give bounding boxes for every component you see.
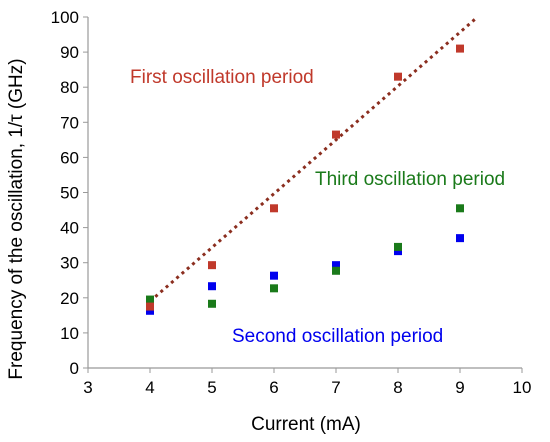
x-tick-label: 9 — [455, 378, 464, 397]
second-oscillation-period-point — [208, 282, 216, 291]
trendline — [149, 17, 477, 303]
second-oscillation-period-point — [332, 261, 340, 270]
axes — [83, 16, 523, 373]
first-oscillation-period-point — [332, 130, 340, 139]
first-oscillation-period-point — [208, 261, 216, 270]
first-period-trendline — [149, 17, 477, 303]
annotation-third-oscillation: Third oscillation period — [315, 169, 505, 190]
x-tick-label: 6 — [269, 378, 278, 397]
first-oscillation-period-point — [394, 72, 402, 81]
y-tick-label: 10 — [60, 324, 79, 343]
annotation-first-oscillation: First oscillation period — [130, 67, 314, 88]
first-oscillation-period-point — [270, 204, 278, 213]
x-tick-label: 3 — [83, 378, 92, 397]
x-tick-label: 4 — [145, 378, 154, 397]
third-oscillation-period-point — [146, 295, 154, 304]
y-tick-label: 70 — [60, 113, 79, 132]
x-tick-label: 5 — [207, 378, 216, 397]
second-oscillation-period-point — [146, 306, 154, 315]
y-tick-label: 0 — [70, 359, 79, 378]
y-tick-label: 20 — [60, 289, 79, 308]
y-tick-label: 50 — [60, 184, 79, 203]
third-oscillation-period-point — [208, 299, 216, 308]
x-tick-label: 8 — [393, 378, 402, 397]
third-oscillation-period-point — [270, 284, 278, 293]
annotations: First oscillation period Third oscillati… — [130, 67, 505, 347]
first-oscillation-period-point — [456, 44, 464, 53]
x-tick-label: 7 — [331, 378, 340, 397]
second-oscillation-period-point — [270, 271, 278, 280]
second-oscillation-period-point — [394, 247, 402, 256]
second-oscillation-period-point — [456, 234, 464, 243]
y-axis-label: Frequency of the oscillation, 1/τ (GHz) — [6, 58, 27, 379]
y-tick-label: 60 — [60, 148, 79, 167]
x-tick-label: 10 — [513, 378, 532, 397]
third-oscillation-period-point — [332, 266, 340, 275]
y-tick-label: 90 — [60, 43, 79, 62]
y-tick-label: 40 — [60, 219, 79, 238]
x-axis-label: Current (mA) — [251, 414, 361, 435]
data-points — [146, 44, 464, 315]
y-tick-label: 100 — [51, 8, 79, 27]
y-tick-label: 80 — [60, 78, 79, 97]
annotation-second-oscillation: Second oscillation period — [232, 326, 443, 347]
third-oscillation-period-point — [394, 242, 402, 251]
third-oscillation-period-point — [456, 204, 464, 213]
first-oscillation-period-point — [146, 302, 154, 311]
y-tick-label: 30 — [60, 254, 79, 273]
